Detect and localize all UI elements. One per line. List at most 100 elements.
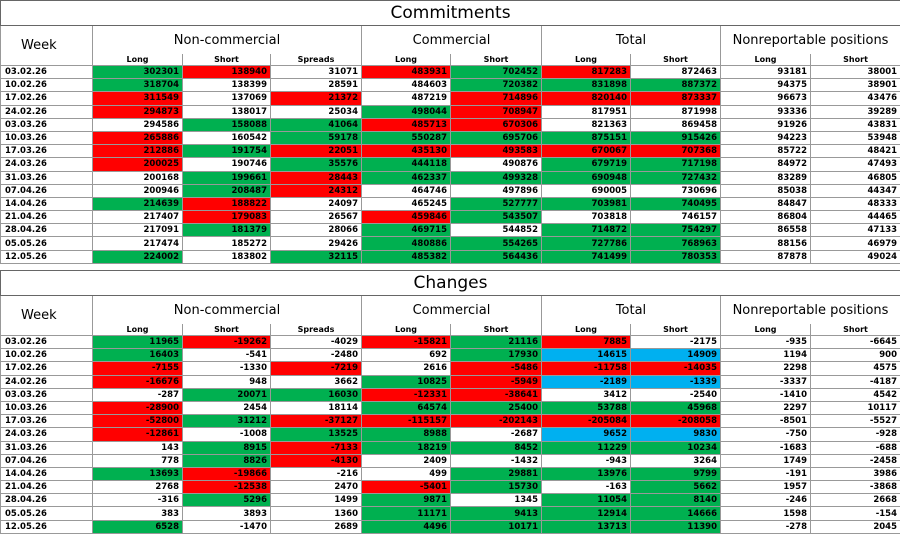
value-cell: 1957 <box>720 480 811 495</box>
data-row: 28.04.26 217091 181379 28066 469715 544852 714… <box>0 223 900 238</box>
value-cell: 3986 <box>809 466 900 482</box>
value-cell: 831898 <box>541 78 631 93</box>
value-cell: 1194 <box>720 348 811 363</box>
data-row: 12.05.26 224002 183802 32115 485382 564436 741… <box>0 249 900 264</box>
value-cell: 8988 <box>361 427 451 442</box>
group-header: Nonreportable positions <box>719 25 900 54</box>
value-cell: 2689 <box>270 519 362 534</box>
value-cell: 703818 <box>541 210 631 225</box>
week-cell: 12.05.26 <box>0 249 93 264</box>
value-cell: 2616 <box>361 361 451 376</box>
value-cell: -216 <box>270 466 362 482</box>
data-row: 10.03.26 -28900 2454 18114 64574 25400 53788 45… <box>0 400 900 416</box>
value-cell: 24097 <box>270 196 362 212</box>
value-cell: 900 <box>809 348 900 363</box>
week-cell: 24.03.26 <box>0 427 93 442</box>
value-cell: 46979 <box>809 236 900 251</box>
commitments-section: Commitments Week Non-commercial Commercial T… <box>0 0 900 264</box>
value-cell: 544852 <box>450 223 542 238</box>
value-cell: 8452 <box>450 440 542 455</box>
value-cell: 13976 <box>541 466 631 482</box>
value-cell: 87878 <box>720 249 811 264</box>
value-cell: 564436 <box>450 249 542 264</box>
value-cell: -928 <box>809 427 900 442</box>
value-cell: 11390 <box>630 519 721 534</box>
value-cell: 10234 <box>630 440 721 455</box>
column-header: Long <box>92 54 183 66</box>
week-cell: 10.02.26 <box>0 78 93 93</box>
changes-section: Changes Week Non-commercial Commercial Total… <box>0 270 900 534</box>
column-header: Short <box>450 324 542 336</box>
week-cell: 03.02.26 <box>0 64 93 80</box>
value-cell: 469715 <box>361 223 451 238</box>
value-cell: 49024 <box>809 249 900 264</box>
value-cell: 15730 <box>450 480 542 495</box>
value-cell: -316 <box>92 493 183 508</box>
value-cell: 212886 <box>92 144 183 159</box>
value-cell: 8826 <box>182 453 271 468</box>
week-cell: 03.03.26 <box>0 117 93 132</box>
data-row: 24.02.26 -16676 948 3662 10825 -5949 -2189 -133… <box>0 374 900 389</box>
data-row: 21.04.26 2768 -12538 2470 -5401 15730 -163 5662… <box>0 480 900 495</box>
data-row: 17.02.26 -7155 -1330 -7219 2616 -5486 -11758 -1… <box>0 361 900 376</box>
data-row: 10.02.26 318704 138399 28591 484603 720382 831… <box>0 78 900 93</box>
value-cell: 191754 <box>182 144 271 159</box>
week-cell: 24.02.26 <box>0 374 93 389</box>
value-cell: -12861 <box>92 427 183 442</box>
data-row: 14.04.26 13693 -19866 -216 499 29881 13976 9799… <box>0 466 900 482</box>
value-cell: 4575 <box>809 361 900 376</box>
week-cell: 05.05.26 <box>0 236 93 251</box>
group-header: Nonreportable positions <box>719 295 900 324</box>
week-cell: 21.04.26 <box>0 480 93 495</box>
value-cell: 43476 <box>809 91 900 106</box>
value-cell: 93336 <box>720 104 811 119</box>
data-row: 24.03.26 200025 190746 35576 444118 490876 679… <box>0 157 900 172</box>
value-cell: 499328 <box>450 170 542 185</box>
group-row: Week Non-commercial Commercial Total Nonrepo… <box>0 25 900 66</box>
value-cell: 499 <box>361 466 451 482</box>
value-cell: 670306 <box>450 117 542 132</box>
value-cell: 703981 <box>541 196 631 212</box>
column-header: Long <box>541 54 631 66</box>
value-cell: 695706 <box>450 130 542 146</box>
value-cell: -8501 <box>720 414 811 429</box>
value-cell: 1345 <box>450 493 542 508</box>
value-cell: 26567 <box>270 210 362 225</box>
value-cell: 14666 <box>630 506 721 521</box>
value-cell: -4187 <box>809 374 900 389</box>
week-cell: 17.02.26 <box>0 361 93 376</box>
value-cell: 91926 <box>720 117 811 132</box>
value-cell: 2768 <box>92 480 183 495</box>
value-cell: 20071 <box>182 387 271 402</box>
value-cell: 690005 <box>541 183 631 198</box>
column-header: Spreads <box>270 54 362 66</box>
value-cell: -1410 <box>720 387 811 402</box>
value-cell: 183802 <box>182 249 271 264</box>
value-cell: 22051 <box>270 144 362 159</box>
value-cell: 16030 <box>270 387 362 402</box>
value-cell: 199661 <box>182 170 271 185</box>
data-row: 03.02.26 11965 -19262 -4029 -15821 21116 7885-… <box>0 334 900 350</box>
value-cell: 543507 <box>450 210 542 225</box>
value-cell: 493583 <box>450 144 542 159</box>
value-cell: 459846 <box>361 210 451 225</box>
column-header: Long <box>361 324 451 336</box>
value-cell: -38641 <box>450 387 542 402</box>
value-cell: 490876 <box>450 157 542 172</box>
value-cell: -2175 <box>630 334 721 350</box>
value-cell: 53788 <box>541 400 631 416</box>
value-cell: 2297 <box>720 400 811 416</box>
value-cell: -943 <box>541 453 631 468</box>
value-cell: 59178 <box>270 130 362 146</box>
group-header: Commercial <box>361 25 542 54</box>
value-cell: 872463 <box>630 64 721 80</box>
value-cell: -287 <box>92 387 183 402</box>
value-cell: -7133 <box>270 440 362 455</box>
value-cell: -935 <box>720 334 811 350</box>
value-cell: 484603 <box>361 78 451 93</box>
value-cell: 84972 <box>720 157 811 172</box>
value-cell: 12914 <box>541 506 631 521</box>
value-cell: 83289 <box>720 170 811 185</box>
value-cell: 44347 <box>809 183 900 198</box>
